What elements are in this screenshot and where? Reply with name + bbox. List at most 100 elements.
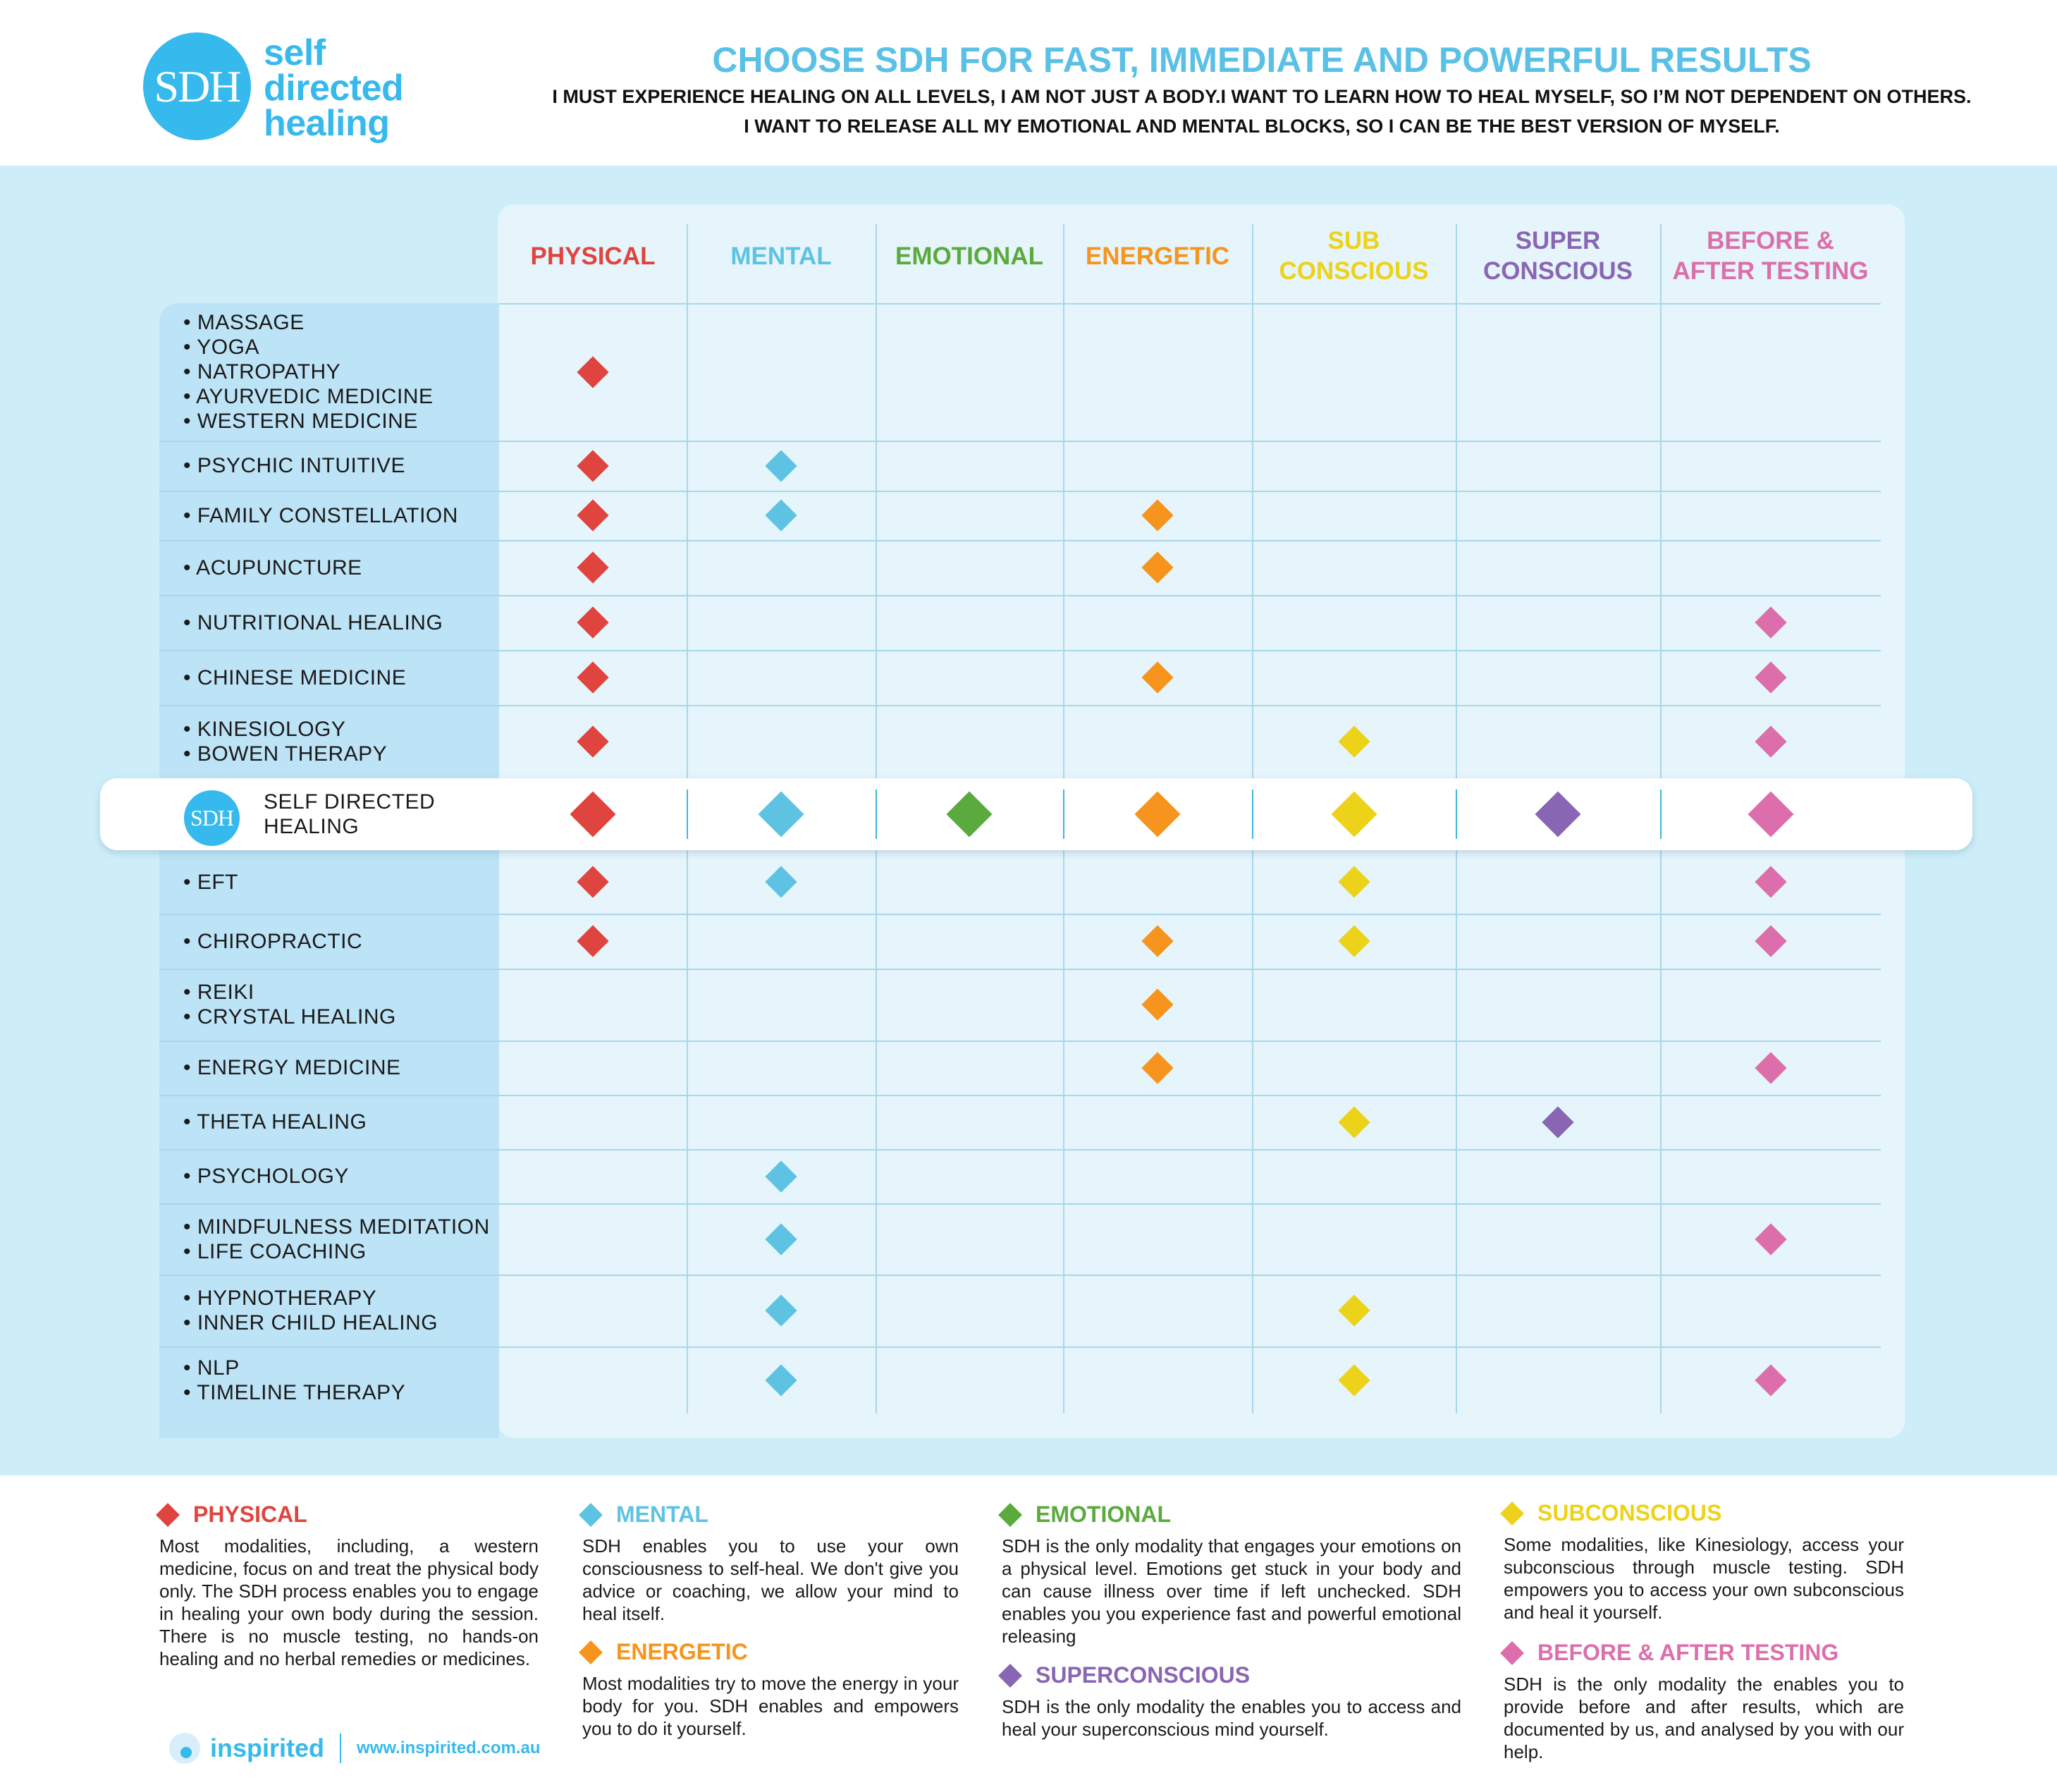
brand-line: healing bbox=[264, 103, 390, 144]
sdh-row-divider bbox=[1252, 790, 1253, 839]
legend-title-text: MENTAL bbox=[616, 1502, 708, 1527]
legend-title-text: PHYSICAL bbox=[193, 1502, 307, 1527]
row-divider bbox=[159, 595, 1881, 596]
modality-name: • INNER CHILD HEALING bbox=[183, 1311, 438, 1334]
modality-name: • AYURVEDIC MEDICINE bbox=[183, 385, 434, 408]
legend-description: SDH is the only modality that engages yo… bbox=[1002, 1535, 1461, 1647]
modality-name: • NATROPATHY bbox=[183, 360, 341, 383]
legend-title-text: SUPERCONSCIOUS bbox=[1036, 1662, 1251, 1688]
modality-name: • PSYCHIC INTUITIVE bbox=[183, 454, 406, 477]
legend-description: Most modalities, including, a western me… bbox=[159, 1535, 539, 1669]
modality-label: • FAMILY CONSTELLATION bbox=[183, 491, 508, 540]
row-divider bbox=[159, 1149, 1881, 1150]
column-header-label: BEFORE & AFTER TESTING bbox=[1672, 226, 1868, 286]
column-header-label: MENTAL bbox=[730, 241, 831, 271]
modality-label: • ENERGY MEDICINE bbox=[183, 1041, 508, 1095]
modality-column bbox=[159, 303, 499, 1438]
subtitle-line-2: I WANT TO RELEASE ALL MY EMOTIONAL AND M… bbox=[744, 116, 1780, 137]
modality-label: • HYPNOTHERAPY • INNER CHILD HEALING bbox=[183, 1275, 508, 1346]
brand-line: self bbox=[264, 32, 326, 73]
modality-name: • EFT bbox=[183, 870, 238, 894]
modality-label: • ACUPUNCTURE bbox=[183, 540, 508, 595]
modality-label: • MINDFULNESS MEDITATION • LIFE COACHING bbox=[183, 1203, 508, 1275]
legend-title: SUBCONSCIOUS bbox=[1500, 1500, 1904, 1526]
modality-label: • EFT bbox=[183, 850, 508, 914]
column-header-subconscious: SUB CONSCIOUS bbox=[1252, 224, 1456, 288]
row-divider bbox=[159, 491, 1881, 492]
legend-diamond-icon bbox=[579, 1502, 603, 1527]
modality-name: • CHINESE MEDICINE bbox=[183, 665, 407, 689]
legend-description: SDH is the only modality the enables you… bbox=[1504, 1674, 1904, 1762]
legend-description: SDH enables you to use your own consciou… bbox=[582, 1535, 959, 1624]
modality-name: • NLP bbox=[183, 1356, 240, 1380]
sdh-row-logo: SDH bbox=[184, 790, 240, 846]
sdh-row-divider bbox=[1456, 790, 1457, 839]
column-header-line: AFTER TESTING bbox=[1672, 257, 1869, 285]
modality-name: • BOWEN THERAPY bbox=[183, 742, 388, 766]
column-header-label: EMOTIONAL bbox=[895, 241, 1043, 271]
legend-item: ENERGETIC Most modalities try to move the… bbox=[579, 1639, 959, 1740]
modality-label: • NLP • TIMELINE THERAPY bbox=[183, 1346, 508, 1413]
row-divider bbox=[159, 540, 1881, 541]
modality-name: • REIKI bbox=[183, 981, 254, 1004]
column-header-line: MENTAL bbox=[730, 242, 832, 270]
legend-title-text: SUBCONSCIOUS bbox=[1537, 1500, 1722, 1526]
brand-name: self directed healing bbox=[264, 32, 404, 144]
modality-label: • CHINESE MEDICINE bbox=[183, 650, 508, 705]
legend-diamond-icon bbox=[579, 1640, 603, 1664]
column-header-label: ENERGETIC bbox=[1086, 241, 1229, 271]
legend-diamond-icon bbox=[156, 1502, 180, 1527]
modality-name: • LIFE COACHING bbox=[183, 1239, 367, 1263]
sdh-row-divider bbox=[687, 790, 688, 839]
legend-diamond-icon bbox=[998, 1663, 1022, 1688]
brand-line: directed bbox=[264, 68, 404, 109]
row-divider bbox=[159, 1203, 1881, 1205]
legend-title: ENERGETIC bbox=[579, 1639, 959, 1665]
legend-item: MENTAL SDH enables you to use your own co… bbox=[579, 1502, 959, 1625]
legend-title-text: BEFORE & AFTER TESTING bbox=[1537, 1640, 1839, 1665]
legend-item: SUBCONSCIOUS Some modalities, like Kinesi… bbox=[1500, 1500, 1904, 1624]
row-divider bbox=[159, 1095, 1881, 1096]
sdh-row-divider bbox=[1660, 790, 1662, 839]
modality-label: • CHIROPRACTIC bbox=[183, 914, 508, 969]
legend-item: SUPERCONSCIOUS SDH is the only modality t… bbox=[998, 1662, 1461, 1741]
row-divider bbox=[159, 650, 1881, 651]
modality-label: • MASSAGE • YOGA • NATROPATHY • AYURVEDIC M… bbox=[183, 303, 508, 441]
column-header-line: SUB bbox=[1327, 227, 1380, 254]
sdh-row-logo-text: SDH bbox=[190, 805, 234, 830]
page-title: CHOOSE SDH FOR FAST, IMMEDIATE AND POWER… bbox=[712, 40, 1812, 80]
column-header-label: SUPER CONSCIOUS bbox=[1483, 226, 1633, 286]
column-header-line: CONSCIOUS bbox=[1279, 257, 1429, 285]
modality-label: • PSYCHOLOGY bbox=[183, 1149, 508, 1203]
footer-divider bbox=[340, 1733, 342, 1763]
modality-label: • KINESIOLOGY • BOWEN THERAPY bbox=[183, 705, 508, 778]
inspirited-logo[interactable]: inspirited www.inspirited.com.au bbox=[169, 1733, 541, 1764]
legend-item: BEFORE & AFTER TESTING SDH is the only mo… bbox=[1500, 1640, 1904, 1763]
legend-title: SUPERCONSCIOUS bbox=[998, 1662, 1461, 1688]
sdh-logo: SDH bbox=[143, 32, 251, 140]
column-header-superconscious: SUPER CONSCIOUS bbox=[1456, 224, 1660, 288]
row-divider bbox=[159, 1275, 1881, 1276]
legend-description: SDH is the only modality the enables you… bbox=[1002, 1696, 1461, 1740]
modality-name: • HYPNOTHERAPY bbox=[183, 1287, 377, 1310]
modality-name: • THETA HEALING bbox=[183, 1110, 367, 1134]
row-divider bbox=[159, 969, 1881, 970]
footer-url[interactable]: www.inspirited.com.au bbox=[357, 1738, 541, 1757]
column-header-line: CONSCIOUS bbox=[1483, 257, 1633, 285]
column-header-line: EMOTIONAL bbox=[895, 242, 1043, 270]
legend-diamond-icon bbox=[1500, 1501, 1524, 1526]
legend-title: MENTAL bbox=[579, 1502, 959, 1528]
row-divider bbox=[159, 441, 1881, 442]
subtitle-line-1: I MUST EXPERIENCE HEALING ON ALL LEVELS,… bbox=[552, 86, 1972, 107]
column-header-mental: MENTAL bbox=[687, 224, 876, 288]
legend-description: Most modalities try to move the energy i… bbox=[582, 1673, 959, 1739]
modality-name: • CHIROPRACTIC bbox=[183, 929, 363, 953]
modality-name: • MASSAGE bbox=[183, 311, 305, 334]
column-header-label: PHYSICAL bbox=[531, 241, 656, 271]
column-header-line: PHYSICAL bbox=[530, 242, 656, 270]
column-header-line: SUPER bbox=[1515, 227, 1601, 254]
modality-name: • CRYSTAL HEALING bbox=[183, 1005, 396, 1029]
legend-title: BEFORE & AFTER TESTING bbox=[1500, 1640, 1904, 1666]
legend-title: EMOTIONAL bbox=[998, 1502, 1461, 1528]
modality-name: • PSYCHOLOGY bbox=[183, 1165, 349, 1188]
